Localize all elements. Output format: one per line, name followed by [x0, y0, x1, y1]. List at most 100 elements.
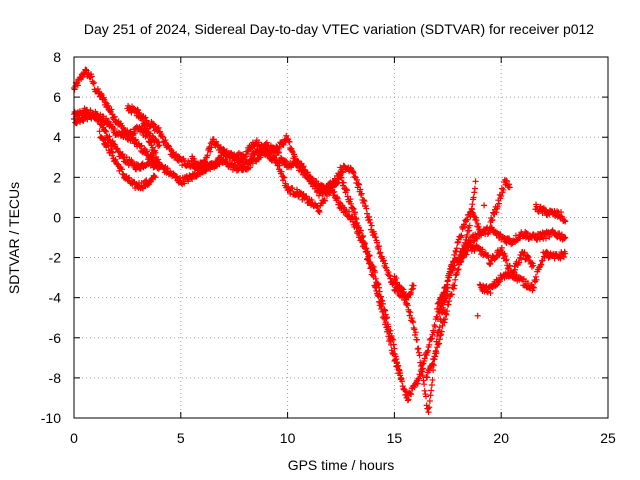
- data-point: [358, 190, 365, 197]
- series-track-k: [444, 224, 569, 284]
- data-point: [562, 234, 569, 241]
- data-point: [364, 256, 371, 263]
- data-point: [243, 151, 250, 158]
- data-point: [375, 245, 382, 252]
- data-point: [441, 319, 448, 326]
- x-tick-label: 15: [387, 430, 403, 446]
- data-point: [350, 206, 357, 213]
- data-point: [445, 301, 452, 308]
- data-point: [316, 209, 323, 216]
- data-point: [323, 192, 330, 199]
- data-point: [374, 280, 381, 287]
- data-point: [155, 159, 162, 166]
- data-point: [412, 332, 419, 339]
- data-point: [390, 350, 397, 357]
- data-point: [280, 174, 287, 181]
- data-point: [440, 290, 447, 297]
- data-point: [498, 185, 505, 192]
- data-point: [497, 231, 504, 238]
- data-point: [102, 127, 109, 134]
- data-point: [516, 259, 523, 266]
- data-point: [471, 185, 478, 192]
- data-point: [394, 364, 401, 371]
- data-point: [433, 350, 440, 357]
- data-point: [281, 157, 288, 164]
- data-point: [220, 146, 227, 153]
- data-point: [363, 205, 370, 212]
- data-point: [334, 175, 341, 182]
- series-track-d: [96, 128, 159, 192]
- data-point: [417, 359, 424, 366]
- data-point: [366, 216, 373, 223]
- data-point: [282, 180, 289, 187]
- data-point: [98, 90, 105, 97]
- data-point: [281, 174, 288, 181]
- data-point: [350, 170, 357, 177]
- data-point: [469, 209, 476, 216]
- data-point: [155, 156, 162, 163]
- data-point: [278, 155, 285, 162]
- data-point: [410, 319, 417, 326]
- data-point: [401, 289, 408, 296]
- data-point: [308, 196, 315, 203]
- data-point: [363, 249, 370, 256]
- series-track-n: [487, 176, 513, 225]
- data-point: [399, 383, 406, 390]
- data-point: [532, 273, 539, 280]
- data-point: [426, 341, 433, 348]
- data-point: [165, 142, 172, 149]
- data-point: [498, 193, 505, 200]
- data-point: [105, 102, 112, 109]
- data-point: [474, 312, 481, 319]
- data-point: [409, 318, 416, 325]
- data-point: [132, 137, 139, 144]
- data-point: [292, 156, 299, 163]
- data-point: [138, 142, 145, 149]
- data-point: [255, 139, 262, 146]
- data-point: [375, 293, 382, 300]
- data-point: [415, 349, 422, 356]
- data-point: [352, 221, 359, 228]
- data-point: [346, 208, 353, 215]
- data-point: [345, 212, 352, 219]
- data-point: [396, 367, 403, 374]
- data-point: [343, 186, 350, 193]
- data-point: [340, 179, 347, 186]
- data-point: [213, 138, 220, 145]
- data-point: [443, 311, 450, 318]
- data-point: [300, 166, 307, 173]
- data-point: [352, 173, 359, 180]
- data-point: [500, 186, 507, 193]
- y-tick-labels: 8 6 4 2 0 -2 -4 -6 -8 -10: [41, 49, 61, 426]
- y-tick-label: 2: [53, 169, 61, 185]
- data-point: [173, 173, 180, 180]
- data-point: [408, 391, 415, 398]
- data-point: [214, 142, 221, 149]
- data-point: [102, 99, 109, 106]
- data-point: [380, 257, 387, 264]
- data-point: [119, 151, 126, 158]
- data-point: [384, 326, 391, 333]
- data-point: [407, 309, 414, 316]
- data-point: [494, 203, 501, 210]
- data-point: [556, 230, 563, 237]
- data-point: [355, 180, 362, 187]
- data-point: [98, 119, 105, 126]
- x-tick-label: 5: [177, 430, 185, 446]
- data-point: [286, 138, 293, 145]
- data-point: [143, 129, 150, 136]
- data-point: [271, 149, 278, 156]
- data-point: [365, 257, 372, 264]
- data-point: [496, 200, 503, 207]
- data-point: [420, 377, 427, 384]
- data-point: [562, 250, 569, 257]
- data-point: [524, 280, 531, 287]
- data-point: [331, 188, 338, 195]
- data-point: [392, 356, 399, 363]
- data-point: [319, 182, 326, 189]
- series-track-g: [188, 137, 404, 381]
- data-point: [321, 197, 328, 204]
- data-point: [283, 158, 290, 165]
- data-point: [151, 173, 158, 180]
- data-point: [249, 160, 256, 167]
